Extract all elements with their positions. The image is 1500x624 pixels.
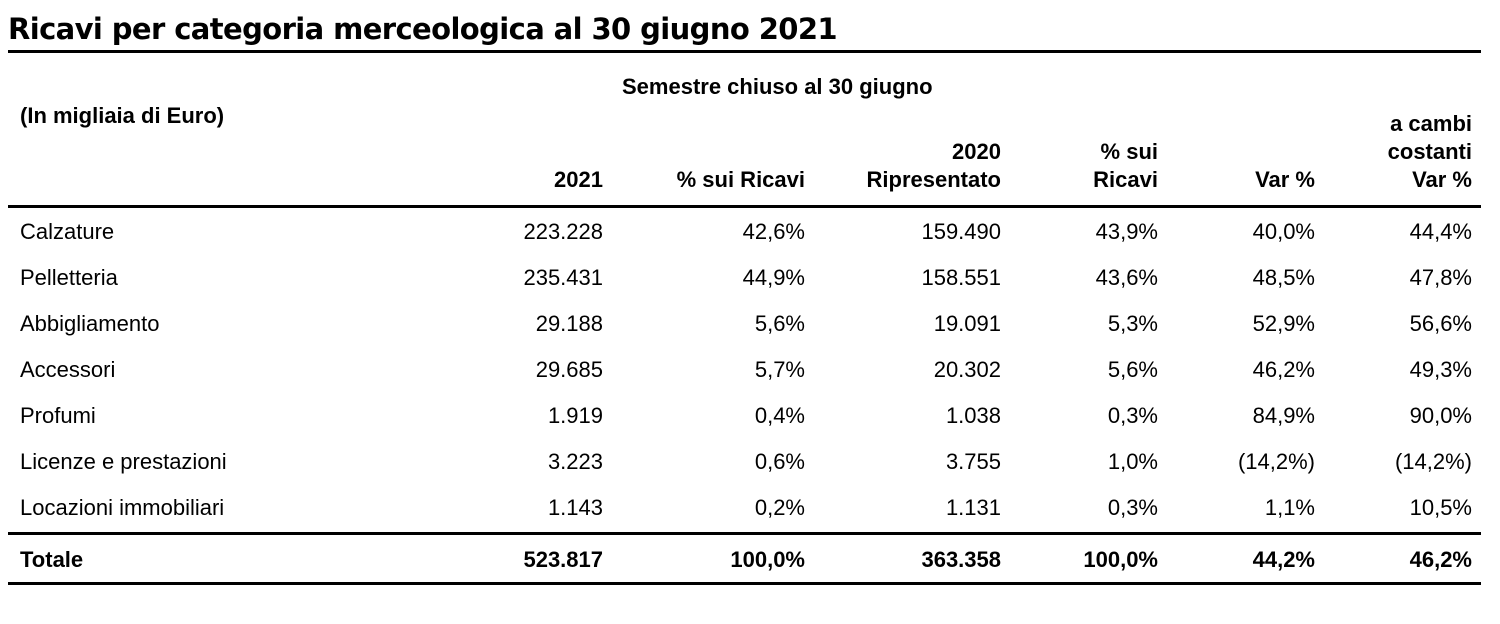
column-header-line: Ripresentato [866, 167, 1001, 192]
table-cell: 158.551 [921, 265, 1001, 290]
table-cell: 0,2% [754, 495, 805, 520]
table-cell: 5,7% [754, 357, 805, 382]
table-cell: 5,3% [1107, 311, 1158, 336]
row-label: Abbigliamento [20, 311, 160, 336]
column-header-line: 2021 [554, 167, 603, 192]
table-cell: 0,6% [754, 449, 805, 474]
total-cell: 46,2% [1409, 547, 1472, 572]
row-label: Profumi [20, 403, 96, 428]
table-cell: 29.685 [535, 357, 603, 382]
table-cell: 29.188 [535, 311, 603, 336]
table-cell: 0,4% [754, 403, 805, 428]
header-rule [8, 205, 1481, 208]
row-label: Locazioni immobiliari [20, 495, 225, 520]
table-cell: 0,3% [1107, 403, 1158, 428]
column-header-5: Var % [1255, 166, 1315, 194]
column-header-line: Var % [1412, 167, 1472, 192]
column-header-line: Var % [1255, 167, 1315, 192]
column-header-4: % sui Ricavi [1093, 138, 1158, 194]
table-cell: 3.223 [547, 449, 603, 474]
column-header-6: a cambi costanti Var % [1388, 110, 1472, 194]
table-cell: 43,9% [1095, 219, 1158, 244]
column-header-line: 2020 [952, 139, 1001, 164]
table-cell: 47,8% [1409, 265, 1472, 290]
table-cell: 223.228 [523, 219, 603, 244]
table-cell: 56,6% [1409, 311, 1472, 336]
table-cell: 42,6% [742, 219, 805, 244]
table-cell: 20.302 [933, 357, 1001, 382]
column-header-line: a cambi [1390, 111, 1472, 136]
table-cell: 1.143 [547, 495, 603, 520]
row-label: Accessori [20, 357, 116, 382]
row-label: Pelletteria [20, 265, 118, 290]
table-cell: 19.091 [933, 311, 1001, 336]
table-cell: 1,1% [1264, 495, 1315, 520]
column-header-line: costanti [1387, 139, 1472, 164]
table-cell: 48,5% [1252, 265, 1315, 290]
column-header-line: % sui Ricavi [676, 167, 805, 192]
table-cell: 1.038 [945, 403, 1001, 428]
total-cell: 363.358 [921, 547, 1001, 572]
table-cell: 5,6% [1107, 357, 1158, 382]
table-cell: 1,0% [1107, 449, 1158, 474]
page-title: Ricavi per categoria merceologica al 30 … [8, 12, 838, 46]
table-cell: 10,5% [1409, 495, 1472, 520]
total-cell: 523.817 [523, 547, 603, 572]
column-header-1: 2021 [554, 166, 603, 194]
table-cell: 235.431 [523, 265, 603, 290]
table-cell: 46,2% [1252, 357, 1315, 382]
table-cell: (14,2%) [1237, 449, 1315, 474]
table-cell: 0,3% [1107, 495, 1158, 520]
table-cell: (14,2%) [1394, 449, 1472, 474]
row-label: Calzature [20, 219, 115, 244]
table-cell: 159.490 [921, 219, 1001, 244]
row-label: Licenze e prestazioni [20, 449, 227, 474]
table-cell: 40,0% [1252, 219, 1315, 244]
column-header-3: 2020 Ripresentato [867, 138, 1001, 194]
total-cell: 100,0% [1083, 547, 1158, 572]
table-cell: 52,9% [1252, 311, 1315, 336]
column-header-line: % sui [1100, 139, 1158, 164]
table-cell: 90,0% [1409, 403, 1472, 428]
table-cell: 1.919 [547, 403, 603, 428]
title-rule [8, 50, 1481, 53]
column-header-line: Ricavi [1093, 167, 1158, 192]
table-cell: 1.131 [945, 495, 1001, 520]
unit-label: (In migliaia di Euro) [20, 103, 225, 128]
total-top-rule [8, 532, 1481, 535]
table-cell: 5,6% [754, 311, 805, 336]
table-cell: 43,6% [1095, 265, 1158, 290]
total-label: Totale [20, 547, 84, 572]
table-cell: 3.755 [945, 449, 1001, 474]
table-cell: 44,9% [742, 265, 805, 290]
period-header: Semestre chiuso al 30 giugno [622, 74, 933, 99]
table-cell: 44,4% [1409, 219, 1472, 244]
table-cell: 49,3% [1409, 357, 1472, 382]
total-cell: 100,0% [730, 547, 805, 572]
column-header-2: % sui Ricavi [677, 166, 805, 194]
table-cell: 84,9% [1252, 403, 1315, 428]
total-bottom-rule [8, 582, 1481, 585]
total-cell: 44,2% [1252, 547, 1315, 572]
